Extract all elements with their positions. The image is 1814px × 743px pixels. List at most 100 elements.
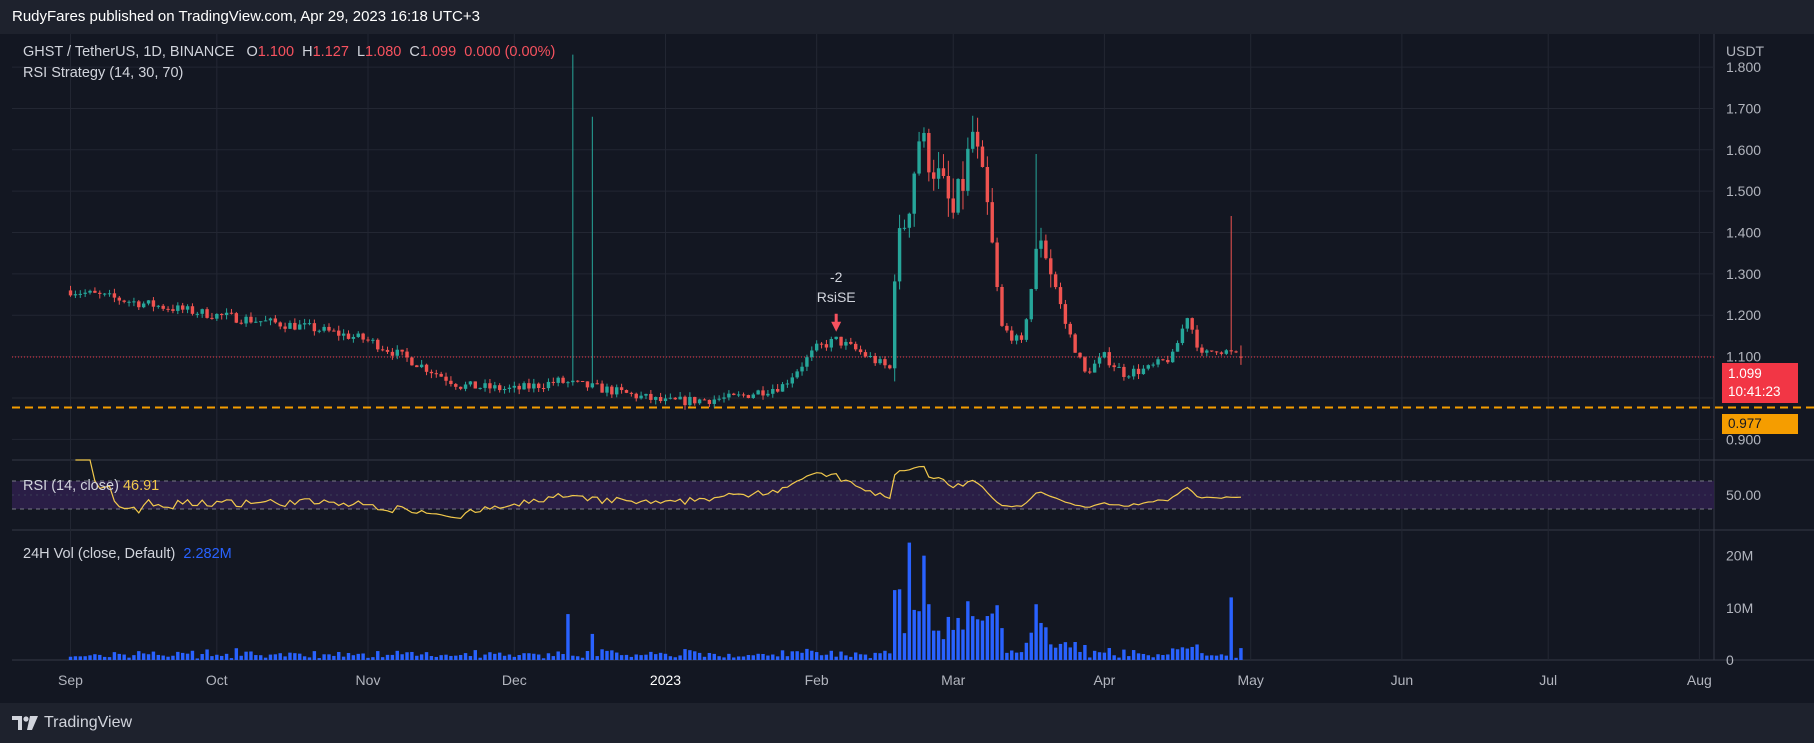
volume-bar <box>1102 652 1107 660</box>
candle-body <box>283 326 287 329</box>
volume-bar <box>337 651 341 660</box>
candle <box>1219 351 1224 356</box>
high-value: 1.127 <box>312 44 349 60</box>
volume-bar <box>780 650 785 660</box>
candle-body <box>980 146 985 167</box>
candle-body <box>385 349 390 352</box>
candle <box>819 342 824 349</box>
candle <box>532 378 536 393</box>
candle-body <box>663 398 668 402</box>
rsi-legend[interactable]: RSI (14, close) 46.91 <box>23 478 159 494</box>
volume-bar <box>961 629 965 660</box>
volume-bar <box>1097 652 1102 660</box>
volume-tick-label: 20M <box>1726 548 1753 564</box>
volume-bar <box>917 611 921 660</box>
candle <box>512 381 517 393</box>
candle-body <box>956 178 960 213</box>
candle <box>1122 363 1126 381</box>
candle <box>810 346 814 361</box>
volume-bar <box>463 653 468 660</box>
candle-body <box>971 131 975 149</box>
candle <box>502 386 507 394</box>
candle <box>629 391 634 397</box>
volume-bar <box>517 655 521 660</box>
candle <box>185 304 190 314</box>
candle-body <box>312 323 317 332</box>
candle-body <box>512 385 517 388</box>
time-tick-label: 2023 <box>650 672 681 688</box>
volume-bar <box>1073 641 1077 660</box>
volume-bar <box>1112 655 1116 660</box>
candle-body <box>298 324 302 330</box>
volume-bar <box>975 619 980 660</box>
volume-bar <box>415 655 419 660</box>
volume-bar <box>1161 655 1165 660</box>
volume-bar <box>507 654 512 660</box>
volume-bar <box>727 653 731 660</box>
candle <box>1190 317 1194 334</box>
volume-bar <box>219 655 224 660</box>
candle-body <box>785 383 790 385</box>
candle-body <box>907 213 912 228</box>
candle-body <box>1214 351 1219 353</box>
volume-bar <box>171 655 175 660</box>
candle <box>151 297 156 312</box>
volume-bar <box>536 654 541 660</box>
candle-body <box>1097 357 1102 364</box>
candle-body <box>819 343 824 345</box>
candle <box>478 387 482 390</box>
candle-body <box>702 399 707 401</box>
strategy-legend[interactable]: RSI Strategy (14, 30, 70) <box>23 65 183 81</box>
candle-body <box>829 338 834 348</box>
candle <box>863 349 868 358</box>
candle-body <box>853 343 858 350</box>
price-tick-label: 1.200 <box>1726 307 1761 323</box>
volume-bar <box>849 656 853 660</box>
candle-body <box>917 141 921 174</box>
volume-legend[interactable]: 24H Vol (close, Default) 2.282M <box>23 546 232 562</box>
symbol-name[interactable]: GHST / TetherUS, 1D, BINANCE <box>23 44 235 60</box>
volume-bar <box>551 656 556 660</box>
candle-body <box>361 333 365 340</box>
volume-bar <box>897 589 902 660</box>
volume-bar <box>912 609 916 660</box>
volume-bar <box>1219 654 1224 660</box>
candle-body <box>775 389 780 392</box>
chart-canvas[interactable]: Sep Oct Nov Dec 2023 Feb Mar Apr May Jun Jul Aug 1.8… <box>0 0 1814 703</box>
candle-body <box>546 381 551 389</box>
volume-bar <box>532 653 536 660</box>
candle <box>634 392 638 402</box>
candle-body <box>1063 304 1068 324</box>
candle <box>790 373 794 388</box>
tradingview-logo-icon <box>12 716 38 730</box>
candle-body <box>868 355 873 357</box>
high-label: H <box>302 44 313 60</box>
volume-bar <box>78 656 82 660</box>
volume-bar <box>176 651 180 660</box>
volume-bar <box>824 654 829 660</box>
volume-bar <box>512 656 517 660</box>
candle <box>1053 271 1058 290</box>
candle <box>576 380 580 383</box>
volume-bar <box>1224 655 1229 660</box>
volume-bar <box>327 654 331 660</box>
volume-bar <box>312 651 317 660</box>
tradingview-logo[interactable]: TradingView <box>12 713 132 733</box>
candle-body <box>771 389 775 394</box>
volume-bar <box>268 654 273 660</box>
candle <box>897 214 902 290</box>
volume-bar <box>585 651 590 660</box>
candle-body <box>678 396 682 400</box>
volume-bar <box>853 652 858 660</box>
candle-body <box>673 397 677 400</box>
candle <box>1107 347 1111 368</box>
candle <box>424 363 429 376</box>
candle <box>73 290 78 299</box>
candle <box>1200 344 1204 357</box>
volume-bar <box>390 654 395 660</box>
candle-body <box>122 300 126 302</box>
candle <box>585 381 590 391</box>
candle <box>405 347 409 362</box>
volume-bar <box>224 653 229 660</box>
volume-bar <box>873 652 877 660</box>
